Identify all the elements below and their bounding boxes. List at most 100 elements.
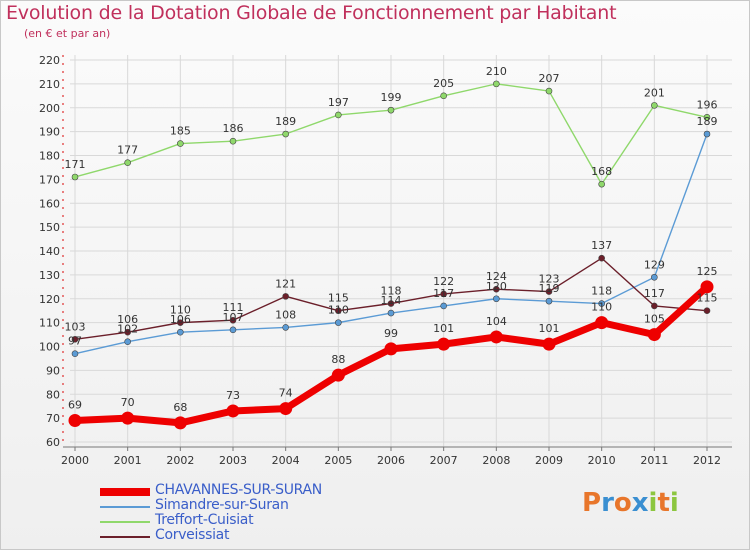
data-point-simandre-sur-suran xyxy=(282,324,289,331)
data-point-chavannes-sur-suran xyxy=(121,411,135,425)
y-tick-label: 150 xyxy=(39,221,60,234)
data-label-corveissiat: 115 xyxy=(328,292,349,305)
data-label-corveissiat: 124 xyxy=(486,270,507,283)
y-tick-label: 180 xyxy=(39,150,60,163)
data-point-corveissiat xyxy=(282,293,289,300)
data-label-treffort-cuisiat: 189 xyxy=(275,115,296,128)
data-point-treffort-cuisiat xyxy=(493,80,500,88)
data-point-treffort-cuisiat xyxy=(598,180,605,188)
data-point-treffort-cuisiat xyxy=(282,130,289,138)
data-point-simandre-sur-suran xyxy=(598,300,605,307)
data-point-simandre-sur-suran xyxy=(703,130,711,138)
data-label-corveissiat: 103 xyxy=(65,320,86,333)
data-label-simandre-sur-suran: 120 xyxy=(486,280,507,293)
legend-swatch xyxy=(100,506,150,508)
data-label-chavannes-sur-suran: 70 xyxy=(121,396,135,409)
data-label-corveissiat: 106 xyxy=(117,313,138,326)
x-tick-label: 2007 xyxy=(430,454,458,467)
data-label-chavannes-sur-suran: 104 xyxy=(486,315,507,328)
chart-subtitle: (en € et par an) xyxy=(24,27,111,40)
data-label-treffort-cuisiat: 205 xyxy=(433,77,454,90)
data-label-simandre-sur-suran: 189 xyxy=(697,115,718,128)
data-point-chavannes-sur-suran xyxy=(384,342,398,356)
x-tick-label: 2012 xyxy=(693,454,721,467)
y-tick-label: 100 xyxy=(39,341,60,354)
y-tick-label: 220 xyxy=(39,54,60,67)
data-point-chavannes-sur-suran xyxy=(489,330,503,344)
legend-label: CHAVANNES-SUR-SURAN xyxy=(155,482,322,498)
data-label-chavannes-sur-suran: 68 xyxy=(173,401,187,414)
data-point-simandre-sur-suran xyxy=(545,297,553,305)
y-tick-label: 80 xyxy=(46,388,60,401)
y-tick-label: 90 xyxy=(46,364,60,377)
data-point-simandre-sur-suran xyxy=(493,295,500,303)
x-tick-label: 2000 xyxy=(61,454,89,467)
data-label-chavannes-sur-suran: 74 xyxy=(279,387,293,400)
data-point-treffort-cuisiat xyxy=(440,92,447,100)
data-label-simandre-sur-suran: 117 xyxy=(433,287,454,300)
data-label-treffort-cuisiat: 199 xyxy=(381,91,402,104)
data-label-treffort-cuisiat: 197 xyxy=(328,96,349,109)
data-label-simandre-sur-suran: 106 xyxy=(170,313,191,326)
data-point-corveissiat xyxy=(493,285,500,293)
data-label-corveissiat: 123 xyxy=(539,273,560,286)
data-label-chavannes-sur-suran: 110 xyxy=(591,301,612,314)
data-point-simandre-sur-suran xyxy=(177,328,184,336)
data-point-chavannes-sur-suran xyxy=(595,316,609,330)
data-point-chavannes-sur-suran xyxy=(279,402,293,416)
data-point-corveissiat xyxy=(229,316,237,324)
data-point-chavannes-sur-suran xyxy=(226,404,240,418)
x-tick-label: 2005 xyxy=(324,454,352,467)
data-point-corveissiat xyxy=(387,300,395,307)
legend-swatch xyxy=(100,488,150,496)
y-tick-label: 200 xyxy=(39,102,60,115)
y-tick-label: 70 xyxy=(46,412,60,425)
grid xyxy=(70,55,732,447)
data-point-chavannes-sur-suran xyxy=(68,414,82,428)
x-tick-label: 2004 xyxy=(272,454,300,467)
data-label-corveissiat: 121 xyxy=(275,277,296,290)
data-point-chavannes-sur-suran xyxy=(700,280,714,294)
data-point-treffort-cuisiat xyxy=(387,106,395,114)
legend-label: Treffort-Cuisiat xyxy=(155,512,254,528)
data-point-simandre-sur-suran xyxy=(71,350,79,357)
data-point-treffort-cuisiat xyxy=(651,102,658,109)
legend-label: Corveissiat xyxy=(155,527,230,543)
data-label-treffort-cuisiat: 207 xyxy=(539,72,560,85)
data-point-simandre-sur-suran xyxy=(229,326,237,334)
y-tick-label: 60 xyxy=(46,436,60,449)
data-label-simandre-sur-suran: 97 xyxy=(68,335,82,348)
legend-swatch xyxy=(100,536,150,538)
data-label-treffort-cuisiat: 210 xyxy=(486,65,507,78)
data-point-corveissiat xyxy=(440,290,447,298)
data-label-chavannes-sur-suran: 69 xyxy=(68,399,82,412)
data-label-chavannes-sur-suran: 105 xyxy=(644,313,665,326)
data-label-simandre-sur-suran: 107 xyxy=(223,311,244,324)
data-point-simandre-sur-suran xyxy=(124,338,131,346)
legend-swatch xyxy=(100,521,150,523)
data-point-corveissiat xyxy=(71,336,79,343)
data-label-chavannes-sur-suran: 125 xyxy=(697,265,718,278)
data-label-treffort-cuisiat: 168 xyxy=(591,165,612,178)
axes: 60 70 80 90 100 110 120 130 140 150 160 170 180 190 20… xyxy=(39,54,732,467)
data-label-chavannes-sur-suran: 101 xyxy=(539,322,560,335)
data-point-chavannes-sur-suran xyxy=(173,416,187,430)
data-label-simandre-sur-suran: 108 xyxy=(275,308,296,321)
data-label-simandre-sur-suran: 129 xyxy=(644,258,665,271)
data-label-simandre-sur-suran: 110 xyxy=(328,304,349,317)
data-point-treffort-cuisiat xyxy=(177,140,184,147)
data-point-corveissiat xyxy=(335,307,342,314)
series-lines xyxy=(68,80,714,430)
data-label-corveissiat: 111 xyxy=(223,301,244,314)
data-point-simandre-sur-suran xyxy=(387,309,395,317)
y-tick-label: 130 xyxy=(39,269,60,282)
data-point-simandre-sur-suran xyxy=(440,302,447,310)
y-tick-label: 170 xyxy=(39,173,60,186)
data-label-chavannes-sur-suran: 88 xyxy=(331,353,345,366)
data-label-corveissiat: 117 xyxy=(644,287,665,300)
data-label-chavannes-sur-suran: 73 xyxy=(226,389,240,402)
x-tick-label: 2006 xyxy=(377,454,405,467)
data-point-chavannes-sur-suran xyxy=(542,337,556,351)
data-label-simandre-sur-suran: 119 xyxy=(539,282,560,295)
data-point-treffort-cuisiat xyxy=(545,87,553,95)
